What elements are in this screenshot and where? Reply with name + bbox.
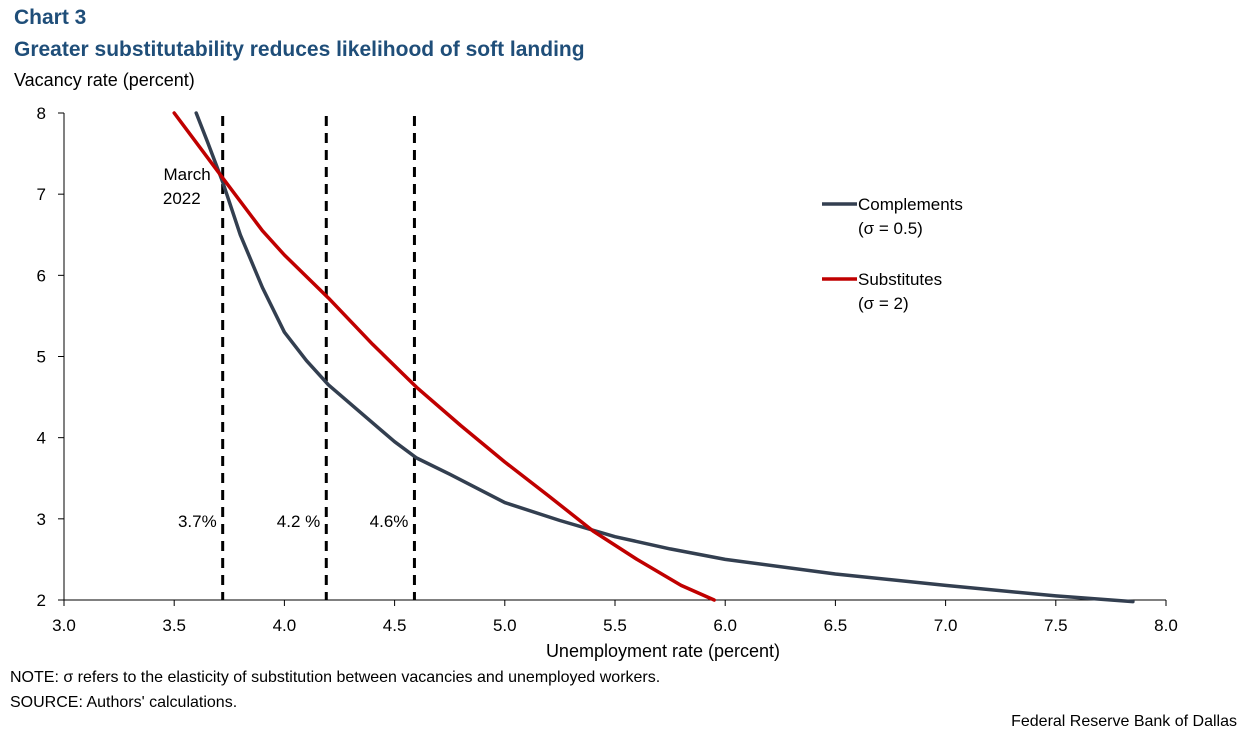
y-axis-title: Vacancy rate (percent) (14, 70, 195, 90)
chart-title: Greater substitutability reduces likelih… (14, 38, 585, 61)
x-tick-label: 3.5 (162, 616, 186, 635)
source-note: SOURCE: Authors' calculations. (10, 694, 238, 711)
series-line-complements (194, 111, 1135, 604)
footnote: NOTE: σ refers to the elasticity of subs… (10, 669, 661, 686)
y-tick-label: 5 (37, 348, 46, 367)
y-tick-label: 6 (37, 266, 46, 285)
x-tick-label: 5.5 (603, 616, 627, 635)
legend-sublabel: (σ = 2) (858, 294, 909, 313)
axes: 2 3 4 5 6 7 8 3.0 3.5 4.0 4.5 5.0 5.5 6.0 6.5 7.0 7.5 8.0… (37, 104, 1178, 661)
y-tick-label: 2 (37, 591, 46, 610)
reference-line-label: 4.6% (370, 512, 409, 531)
legend-label: Substitutes (858, 270, 942, 289)
reference-lines: 3.7% 4.2 % 4.6% (178, 116, 416, 600)
chart-label: Chart 3 (14, 6, 87, 29)
x-tick-label: 6.5 (824, 616, 848, 635)
x-tick-label: 5.0 (493, 616, 517, 635)
chart-labels: March 2022 (163, 165, 211, 208)
x-tick-label: 7.0 (934, 616, 958, 635)
legend-label: Complements (858, 195, 963, 214)
annotation-line-1: March (163, 165, 210, 184)
x-tick-label: 6.0 (713, 616, 737, 635)
y-tick-label: 7 (37, 185, 46, 204)
x-axis-label: Unemployment rate (percent) (546, 641, 780, 661)
legend: Complements (σ = 0.5) Substitutes (σ = 2) (822, 195, 963, 313)
series-lines (172, 111, 1135, 604)
x-tick-label: 3.0 (52, 616, 76, 635)
y-tick-label: 8 (37, 104, 46, 123)
y-tick-label: 3 (37, 510, 46, 529)
legend-sublabel: (σ = 0.5) (858, 219, 923, 238)
reference-line-label: 4.2 % (277, 512, 320, 531)
x-tick-label: 4.5 (383, 616, 407, 635)
reference-line-label: 3.7% (178, 512, 217, 531)
x-tick-label: 7.5 (1044, 616, 1068, 635)
credit: Federal Reserve Bank of Dallas (1011, 713, 1237, 730)
x-tick-label: 8.0 (1154, 616, 1178, 635)
y-tick-label: 4 (37, 429, 46, 448)
series-line-substitutes (172, 111, 716, 602)
x-tick-label: 4.0 (273, 616, 297, 635)
annotation-line-2: 2022 (163, 189, 201, 208)
